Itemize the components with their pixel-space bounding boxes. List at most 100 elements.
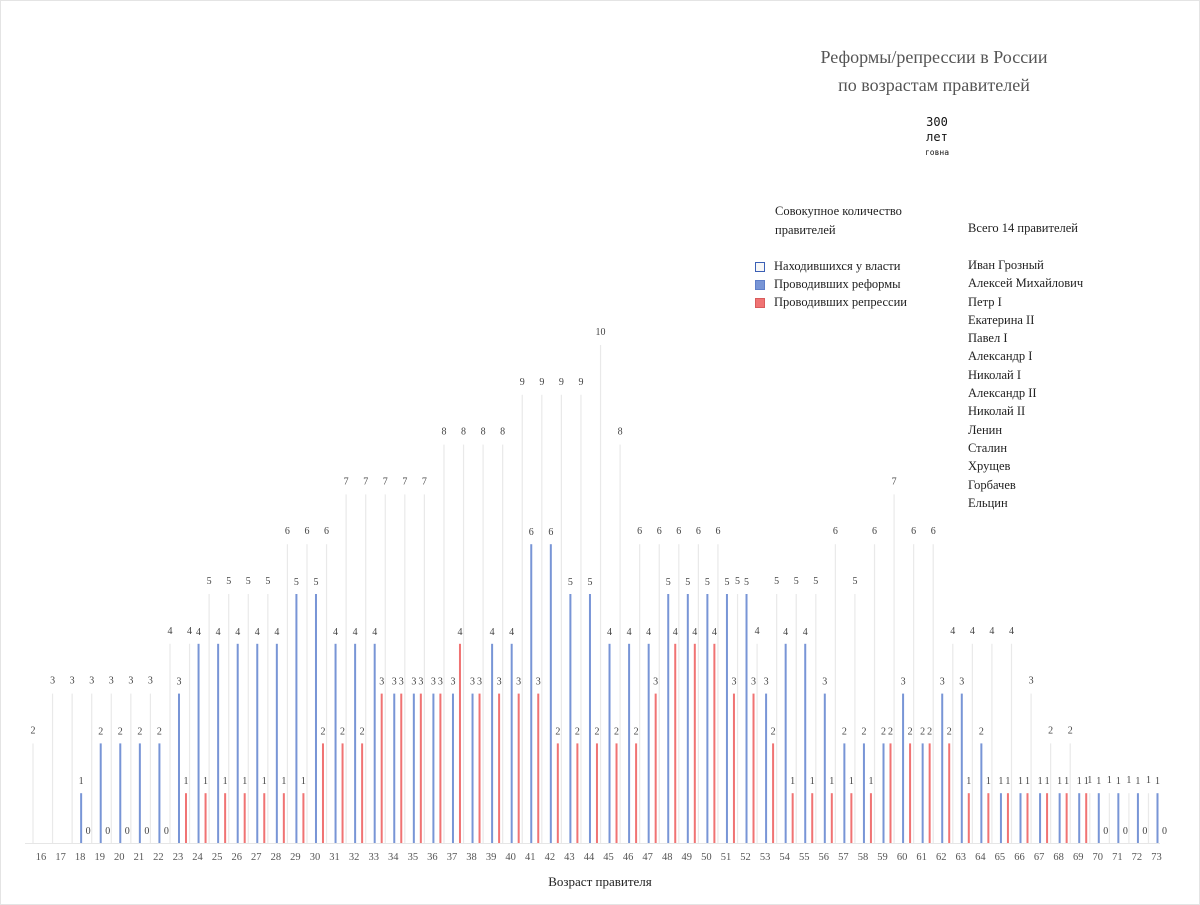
bar-in-power	[697, 544, 699, 843]
x-tick-label: 72	[1132, 852, 1143, 863]
ruler-name: Александр II	[968, 386, 1037, 401]
data-label-repressions: 1	[966, 776, 971, 787]
data-label-repressions: 3	[516, 677, 521, 688]
bar-in-power	[130, 693, 132, 843]
data-label-repressions: 2	[888, 726, 893, 737]
bar-reforms	[647, 643, 650, 843]
x-tick-label: 61	[916, 852, 927, 863]
bar-reforms	[412, 693, 415, 843]
bar-repressions	[752, 693, 755, 843]
data-label-reforms: 4	[255, 627, 260, 638]
data-label-repressions: 1	[1064, 776, 1069, 787]
bar-in-power	[1089, 793, 1091, 843]
bar-repressions	[615, 743, 618, 843]
data-label-in-power: 7	[422, 476, 427, 487]
bar-repressions	[556, 743, 559, 843]
bar-repressions	[791, 793, 794, 843]
x-tick-label: 53	[760, 852, 771, 863]
bar-repressions	[302, 793, 305, 843]
x-tick-label: 67	[1034, 852, 1045, 863]
data-label-repressions: 1	[790, 776, 795, 787]
bar-reforms	[921, 743, 924, 843]
bar-repressions	[635, 743, 638, 843]
bar-repressions	[184, 793, 187, 843]
data-label-reforms: 1	[79, 776, 84, 787]
bar-in-power	[717, 544, 719, 843]
bar-repressions	[341, 743, 344, 843]
data-label-repressions: 0	[144, 826, 149, 837]
bar-repressions	[478, 693, 481, 843]
data-label-repressions: 3	[399, 677, 404, 688]
data-label-repressions: 1	[986, 776, 991, 787]
data-label-reforms: 5	[724, 577, 729, 588]
data-label-repressions: 2	[555, 726, 560, 737]
data-label-in-power: 8	[481, 427, 486, 438]
x-tick-label: 63	[956, 852, 967, 863]
x-tick-label: 33	[368, 852, 379, 863]
data-label-repressions: 0	[164, 826, 169, 837]
data-label-in-power: 1	[1107, 775, 1112, 786]
x-tick-label: 29	[290, 852, 301, 863]
data-label-repressions: 1	[223, 776, 228, 787]
data-label-reforms: 2	[979, 726, 984, 737]
data-label-in-power: 5	[813, 576, 818, 587]
x-tick-label: 41	[525, 852, 536, 863]
x-tick-label: 49	[682, 852, 693, 863]
bar-repressions	[263, 793, 266, 843]
data-label-repressions: 1	[810, 776, 815, 787]
data-label-in-power: 6	[872, 526, 877, 537]
bar-repressions	[498, 693, 501, 843]
bar-reforms	[314, 594, 317, 843]
data-label-in-power: 3	[128, 676, 133, 687]
data-label-in-power: 4	[1009, 626, 1014, 637]
data-label-reforms: 5	[744, 577, 749, 588]
bar-repressions	[889, 743, 892, 843]
data-label-repressions: 3	[536, 677, 541, 688]
data-label-reforms: 4	[274, 627, 279, 638]
bar-repressions	[1006, 793, 1009, 843]
x-tick-label: 73	[1151, 852, 1162, 863]
bar-reforms	[667, 594, 670, 843]
x-tick-label: 34	[388, 852, 399, 863]
data-label-repressions: 1	[183, 776, 188, 787]
bar-in-power	[188, 643, 191, 843]
x-tick-label: 52	[740, 852, 751, 863]
data-label-repressions: 3	[653, 677, 658, 688]
bar-repressions	[380, 693, 383, 843]
x-tick-label: 36	[427, 852, 438, 863]
bar-reforms	[686, 594, 689, 843]
ruler-name: Сталин	[968, 440, 1008, 455]
x-tick-label: 42	[545, 852, 556, 863]
bar-in-power	[599, 345, 602, 843]
bar-repressions	[713, 643, 716, 843]
bar-repressions	[282, 793, 285, 843]
bar-in-power	[149, 693, 152, 843]
data-label-in-power: 5	[794, 576, 799, 587]
data-label-in-power: 6	[304, 526, 309, 537]
stamp-word: лет	[926, 130, 948, 144]
bar-reforms	[1156, 793, 1159, 843]
x-tick-label: 60	[897, 852, 908, 863]
data-label-repressions: 4	[673, 627, 678, 638]
data-label-in-power: 9	[559, 377, 564, 388]
bar-reforms	[1039, 793, 1042, 843]
data-label-reforms: 1	[1038, 776, 1043, 787]
bar-reforms	[236, 643, 239, 843]
bar-in-power	[384, 494, 386, 843]
bar-in-power	[678, 544, 680, 843]
x-tick-label: 58	[858, 852, 869, 863]
data-label-reforms: 3	[764, 677, 769, 688]
data-label-reforms: 3	[431, 677, 436, 688]
data-label-in-power: 6	[676, 526, 681, 537]
data-label-repressions: 1	[1045, 776, 1050, 787]
data-label-repressions: 3	[751, 677, 756, 688]
bar-reforms	[197, 643, 200, 843]
bar-in-power	[913, 544, 915, 843]
bar-reforms	[823, 693, 826, 843]
bar-in-power	[580, 394, 582, 843]
x-tick-label: 20	[114, 852, 125, 863]
data-label-in-power: 5	[226, 576, 231, 587]
x-tick-label: 43	[564, 852, 575, 863]
ruler-name: Николай I	[968, 367, 1022, 382]
data-label-in-power: 3	[70, 676, 75, 687]
